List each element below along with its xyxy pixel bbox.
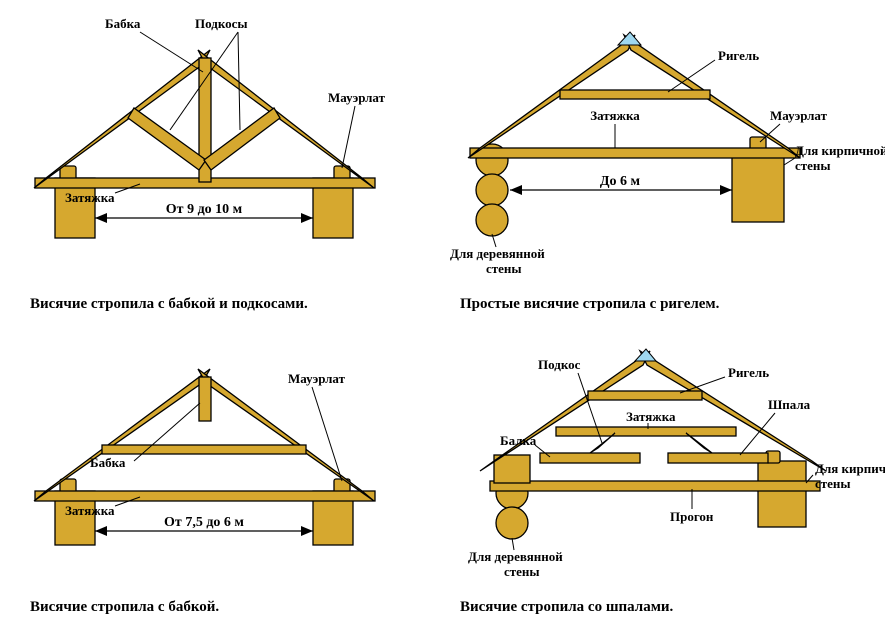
label-wood-1: Для деревянной bbox=[468, 549, 563, 564]
panel-1-svg: От 9 до 10 м Бабка Подкосы Мауэрлат Затя… bbox=[10, 10, 430, 290]
label-podkos: Подкос bbox=[538, 357, 581, 372]
arrowhead-left-icon bbox=[95, 526, 107, 536]
panel-3-svg: От 7,5 до 6 м Мауэрлат Бабка Затяжка bbox=[10, 333, 430, 593]
brick-wall bbox=[758, 461, 806, 527]
tie-beam bbox=[470, 148, 800, 158]
label-babka: Бабка bbox=[105, 16, 141, 31]
panel-1: От 9 до 10 м Бабка Подкосы Мауэрлат Затя… bbox=[10, 10, 430, 313]
leader-babka bbox=[140, 32, 203, 72]
leader-mauerlat bbox=[342, 106, 355, 168]
lower-beam bbox=[490, 481, 820, 491]
label-mauerlat: Мауэрлат bbox=[288, 371, 346, 386]
collar-tie bbox=[560, 90, 710, 99]
caption-4: Висячие стропила со шпалами. bbox=[440, 599, 885, 616]
label-zatyazhka: Затяжка bbox=[590, 108, 640, 123]
label-shpala: Шпала bbox=[768, 397, 811, 412]
shpala-right bbox=[668, 453, 768, 463]
sky-peak bbox=[635, 349, 656, 361]
strut-right bbox=[204, 108, 280, 170]
panel-3: От 7,5 до 6 м Мауэрлат Бабка Затяжка Вис… bbox=[10, 333, 430, 616]
label-rigel: Ригель bbox=[718, 48, 759, 63]
upper-tie bbox=[102, 445, 306, 454]
label-mauerlat: Мауэрлат bbox=[328, 90, 386, 105]
label-babka: Бабка bbox=[90, 455, 126, 470]
label-mauerlat: Мауэрлат bbox=[770, 108, 828, 123]
label-progon: Прогон bbox=[670, 509, 714, 524]
brick-wall bbox=[732, 150, 784, 222]
king-post bbox=[199, 377, 211, 421]
label-zatyazhka: Затяжка bbox=[65, 503, 115, 518]
leader-brick bbox=[784, 158, 795, 165]
dimension-text: До 6 м bbox=[600, 174, 641, 189]
caption-2: Простые висячие стропила с ригелем. bbox=[440, 296, 885, 313]
strut-left bbox=[128, 108, 206, 170]
label-brick-2: стены bbox=[795, 158, 831, 173]
label-brick-1: Для кирпичной bbox=[795, 143, 885, 158]
rafter-right bbox=[198, 50, 374, 188]
dimension-text: От 7,5 до 6 м bbox=[164, 515, 244, 530]
balka-left bbox=[494, 455, 530, 483]
label-brick-1: Для кирпичной bbox=[815, 461, 885, 476]
label-podkosy: Подкосы bbox=[195, 16, 248, 31]
caption-3: Висячие стропила с бабкой. bbox=[10, 599, 430, 616]
log-2 bbox=[496, 507, 528, 539]
label-wood-1: Для деревянной bbox=[450, 246, 545, 261]
dimension-text: От 9 до 10 м bbox=[166, 202, 243, 217]
shpala-left bbox=[540, 453, 640, 463]
rafter-left bbox=[34, 369, 210, 501]
arrowhead-left-icon bbox=[95, 213, 107, 223]
sky-peak bbox=[618, 32, 641, 45]
caption-1: Висячие стропила с бабкой и подкосами. bbox=[10, 296, 430, 313]
collar-tie bbox=[588, 391, 702, 400]
label-balka: Балка bbox=[500, 433, 537, 448]
panel-2-svg: До 6 м Ригель Затяжка Мауэрлат Для кирпи… bbox=[440, 10, 885, 290]
label-wood-2: стены bbox=[504, 564, 540, 579]
panel-2: До 6 м Ригель Затяжка Мауэрлат Для кирпи… bbox=[440, 10, 885, 313]
rafter-right bbox=[198, 369, 374, 501]
diagram-grid: От 9 до 10 м Бабка Подкосы Мауэрлат Затя… bbox=[10, 10, 875, 616]
rafter-left bbox=[34, 50, 210, 188]
label-wood-2: стены bbox=[486, 261, 522, 276]
label-rigel: Ригель bbox=[728, 365, 769, 380]
arrowhead-left-icon bbox=[510, 185, 522, 195]
log-2 bbox=[476, 174, 508, 206]
panel-4: Подкос Ригель Шпала Затяжка Балка Прогон… bbox=[440, 333, 885, 616]
log-3 bbox=[476, 204, 508, 236]
tie-beam bbox=[35, 491, 375, 501]
label-brick-2: стены bbox=[815, 476, 851, 491]
label-zatyazhka: Затяжка bbox=[626, 409, 676, 424]
panel-4-svg: Подкос Ригель Шпала Затяжка Балка Прогон… bbox=[440, 333, 885, 593]
zatyazhka-beam bbox=[556, 427, 736, 436]
arrowhead-right-icon bbox=[720, 185, 732, 195]
label-zatyazhka: Затяжка bbox=[65, 190, 115, 205]
arrowhead-right-icon bbox=[301, 526, 313, 536]
arrowhead-right-icon bbox=[301, 213, 313, 223]
